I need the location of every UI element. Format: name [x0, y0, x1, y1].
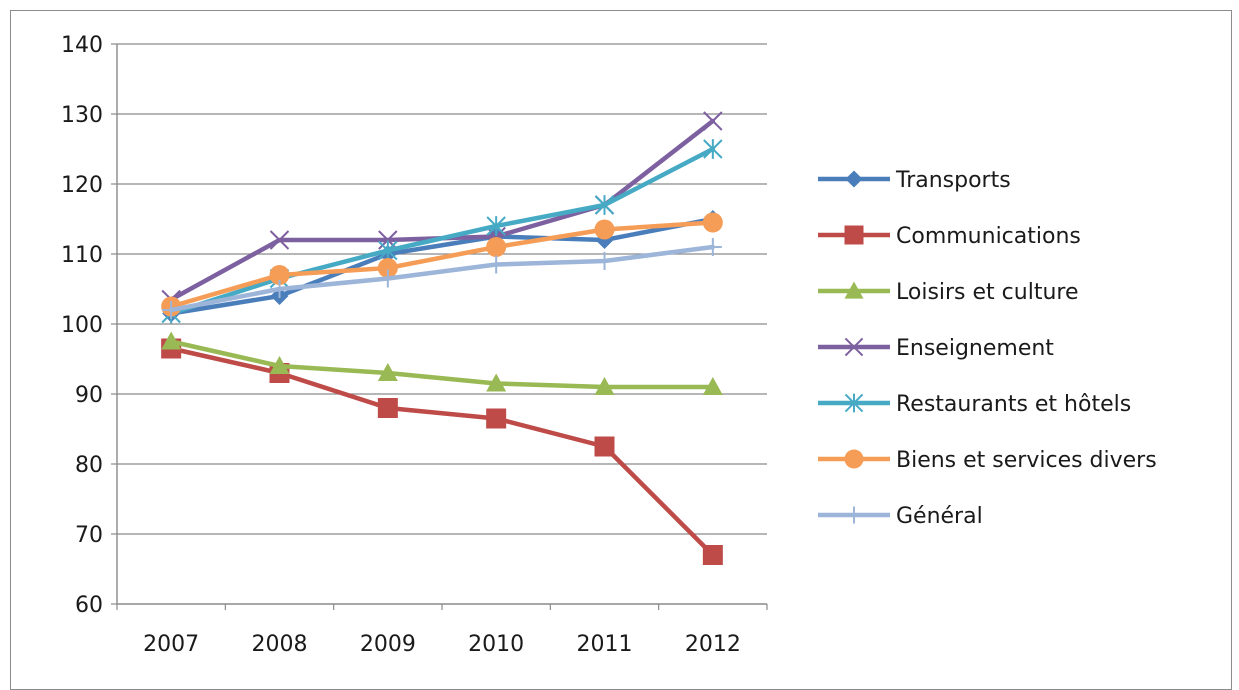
series-biens-et-services-divers — [161, 212, 723, 317]
legend: Transports Communications Loisirs et cultu… — [818, 168, 1157, 529]
legend-marker — [845, 506, 863, 524]
data-point — [594, 436, 615, 457]
data-point — [487, 255, 506, 274]
data-point — [270, 280, 289, 298]
y-axis-ticks: 60 70 80 90 100 110 120 130 140 — [61, 33, 117, 618]
data-point — [378, 230, 398, 250]
series-enseignement — [161, 111, 723, 310]
data-point — [703, 238, 722, 256]
data-point — [702, 212, 723, 233]
legend-label: Communications — [896, 224, 1081, 249]
data-point — [162, 301, 181, 319]
series-line — [168, 216, 716, 316]
data-point — [594, 219, 615, 240]
y-tick-label: 120 — [61, 173, 103, 198]
series-line — [168, 346, 716, 558]
legend-marker — [844, 449, 864, 469]
data-point — [486, 373, 507, 392]
legend-label: Biens et services divers — [896, 448, 1157, 473]
data-point — [377, 398, 398, 418]
series-line — [168, 244, 716, 313]
data-point — [595, 252, 614, 270]
x-tick-label: 2011 — [577, 632, 633, 657]
series-lines — [161, 111, 723, 565]
data-point — [702, 545, 723, 565]
legend-label: Loisirs et culture — [896, 280, 1079, 305]
series-line — [168, 339, 716, 390]
gridlines — [117, 43, 767, 535]
legend-marker — [844, 393, 864, 413]
x-tick-label: 2009 — [360, 632, 416, 657]
legend-item-general: Général — [818, 504, 983, 529]
legend-marker — [844, 337, 864, 357]
data-point — [161, 331, 182, 350]
x-axis-ticks: 2007 2008 2009 2010 2011 2012 — [116, 604, 768, 657]
line-chart: 60 70 80 90 100 110 120 130 140 2007 2008 2009 2010… — [61, 33, 1157, 657]
y-tick-label: 70 — [75, 523, 103, 548]
series-general — [162, 238, 722, 319]
legend-item-transports: Transports — [818, 168, 1011, 193]
series-line — [168, 220, 716, 309]
legend-item-loisirs-et-culture: Loisirs et culture — [818, 280, 1079, 305]
data-point — [486, 408, 507, 429]
data-point — [703, 111, 723, 131]
y-tick-label: 130 — [61, 103, 103, 128]
data-point — [486, 237, 507, 257]
data-point — [269, 265, 290, 285]
data-point — [269, 230, 290, 250]
legend-item-communications: Communications — [818, 224, 1081, 249]
y-tick-label: 90 — [75, 383, 103, 408]
data-point — [702, 377, 723, 395]
legend-label: Transports — [895, 168, 1011, 193]
y-tick-label: 100 — [61, 313, 103, 338]
series-loisirs-et-culture — [161, 331, 723, 395]
data-point — [378, 269, 397, 288]
legend-label: Général — [896, 504, 983, 529]
data-point — [703, 139, 723, 159]
legend-item-enseignement: Enseignement — [818, 336, 1054, 361]
legend-item-restaurants-et-hotels: Restaurants et hôtels — [818, 392, 1131, 417]
x-tick-label: 2007 — [143, 632, 199, 657]
series-communications — [161, 338, 723, 565]
legend-item-biens-et-services-divers: Biens et services divers — [818, 448, 1157, 473]
legend-marker — [844, 281, 864, 299]
data-point — [594, 377, 615, 395]
legend-label: Enseignement — [896, 336, 1054, 361]
legend-marker — [845, 170, 863, 188]
legend-label: Restaurants et hôtels — [896, 392, 1131, 417]
data-point — [594, 195, 615, 215]
y-tick-label: 140 — [61, 33, 103, 58]
x-tick-label: 2010 — [468, 632, 524, 657]
data-point — [378, 240, 398, 261]
y-tick-label: 60 — [75, 593, 103, 618]
y-tick-label: 110 — [61, 243, 103, 268]
data-point — [377, 258, 398, 278]
x-tick-label: 2012 — [685, 632, 741, 657]
series-line — [168, 146, 716, 316]
data-point — [269, 356, 290, 374]
data-point — [377, 363, 398, 381]
y-tick-label: 80 — [75, 453, 103, 478]
legend-marker — [844, 225, 864, 245]
x-tick-label: 2008 — [252, 632, 308, 657]
data-point — [486, 216, 506, 236]
